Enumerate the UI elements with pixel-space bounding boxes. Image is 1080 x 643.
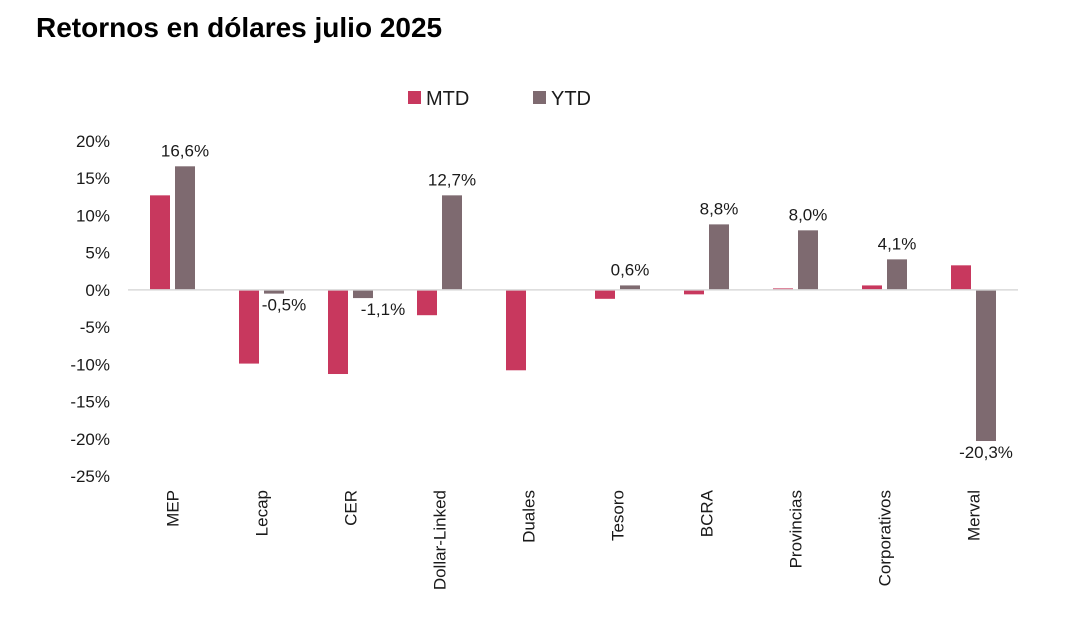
- data-labels: 16,6% -0,5% -1,1% 12,7% 0,6% 8,8% 8,0% 4,1% -20,…: [161, 141, 1013, 462]
- y-tick-label: 10%: [76, 206, 110, 225]
- data-label-provincias: 8,0%: [789, 205, 828, 224]
- chart-legend: MTD YTD: [408, 88, 591, 110]
- y-tick-label: -10%: [70, 355, 110, 374]
- bar-mtd-dollar-linked: [417, 289, 437, 316]
- x-category-label-provincias: Provincias: [787, 490, 806, 568]
- x-axis: MEP Lecap CER Dollar-Linked Duales Tesoro BCRA…: [164, 489, 984, 590]
- data-label-bcra: 8,8%: [700, 199, 739, 218]
- y-tick-label: -5%: [80, 318, 110, 337]
- data-label-cer: -1,1%: [361, 300, 405, 319]
- x-category-label-mep: MEP: [164, 490, 183, 527]
- x-category-label-tesoro: Tesoro: [609, 490, 628, 541]
- bar-ytd-tesoro: [620, 285, 640, 290]
- bar-mtd-bcra: [684, 289, 704, 295]
- y-tick-label: 20%: [76, 132, 110, 151]
- bar-mtd-corporativos: [862, 285, 882, 290]
- bar-mtd-tesoro: [595, 289, 615, 299]
- x-category-label-dollar-linked: Dollar-Linked: [431, 490, 450, 590]
- bar-mtd-merval: [951, 265, 971, 290]
- y-tick-label: 0%: [85, 281, 110, 300]
- y-tick-label: 5%: [85, 244, 110, 263]
- x-category-label-duales: Duales: [520, 490, 539, 543]
- bars-group: [150, 166, 996, 442]
- data-label-dollar-linked: 12,7%: [428, 170, 476, 189]
- legend-swatch-mtd: [408, 91, 421, 104]
- data-label-mep: 16,6%: [161, 141, 209, 160]
- bar-ytd-dollar-linked: [442, 195, 462, 290]
- y-tick-label: -15%: [70, 393, 110, 412]
- x-category-label-cer: CER: [342, 490, 361, 526]
- y-axis: 20% 15% 10% 5% 0% -5% -10% -15% -20% -25%: [70, 132, 110, 486]
- y-tick-label: -20%: [70, 430, 110, 449]
- data-label-lecap: -0,5%: [262, 296, 306, 315]
- legend-label-ytd: YTD: [551, 88, 591, 110]
- x-category-label-merval: Merval: [965, 490, 984, 541]
- bar-mtd-mep: [150, 195, 170, 290]
- data-label-merval: -20,3%: [959, 443, 1013, 462]
- bar-ytd-provincias: [798, 230, 818, 290]
- x-category-label-bcra: BCRA: [698, 489, 717, 537]
- data-label-corporativos: 4,1%: [878, 234, 917, 253]
- bar-ytd-bcra: [709, 224, 729, 290]
- bar-mtd-duales: [506, 289, 526, 371]
- bar-mtd-lecap: [239, 289, 259, 364]
- bar-mtd-cer: [328, 289, 348, 375]
- legend-swatch-ytd: [533, 91, 546, 104]
- chart-title: Retornos en dólares julio 2025: [36, 12, 443, 43]
- data-label-tesoro: 0,6%: [611, 260, 650, 279]
- x-category-label-corporativos: Corporativos: [876, 490, 895, 586]
- bar-ytd-lecap: [264, 289, 284, 294]
- x-category-label-lecap: Lecap: [253, 490, 272, 536]
- legend-label-mtd: MTD: [426, 88, 469, 110]
- y-tick-label: -25%: [70, 467, 110, 486]
- y-tick-label: 15%: [76, 169, 110, 188]
- bar-ytd-mep: [175, 166, 195, 290]
- bar-ytd-merval: [976, 289, 996, 442]
- bar-ytd-corporativos: [887, 259, 907, 290]
- bar-ytd-cer: [353, 289, 373, 299]
